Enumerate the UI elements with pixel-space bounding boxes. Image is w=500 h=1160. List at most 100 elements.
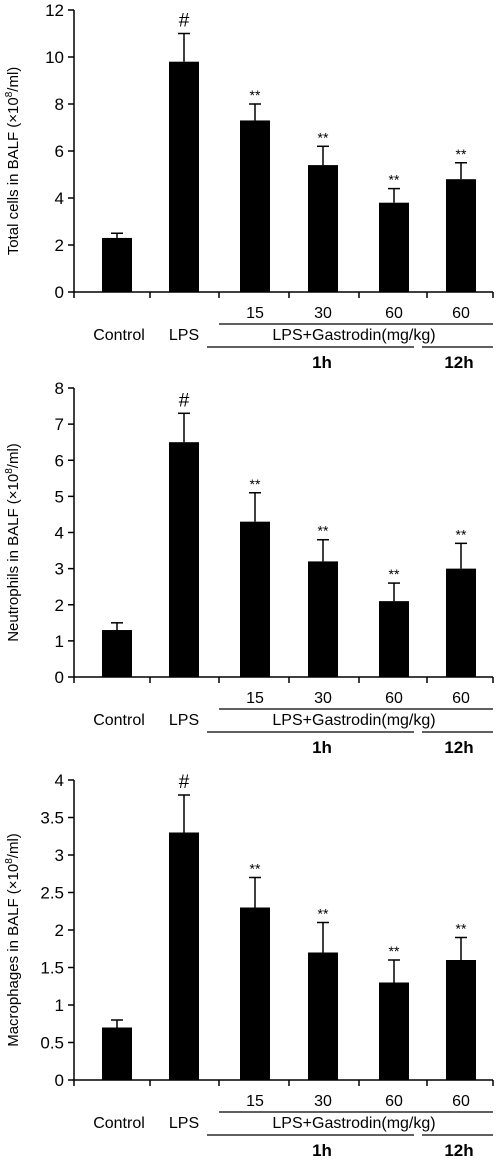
y-tick-label: 0: [55, 668, 64, 687]
bar-3: [240, 521, 270, 677]
y-axis-title-sup: 8: [4, 91, 15, 97]
x-category-label-4: 30: [314, 305, 332, 322]
y-tick-label: 8: [55, 379, 64, 398]
y-axis-title-tail: /ml): [5, 833, 22, 858]
x-category-label-3: 15: [246, 690, 264, 707]
time-label-12h: 12h: [444, 738, 473, 757]
y-tick-label: 2.5: [40, 884, 64, 903]
x-category-label-3: 15: [246, 1093, 264, 1110]
y-axis-title-tail: /ml): [5, 443, 22, 468]
y-axis-title: Macrophages in BALF (×108/ml): [4, 833, 22, 1047]
y-tick-label: 3: [55, 560, 64, 579]
bar-4: [308, 165, 338, 292]
significance-stars: **: [389, 566, 400, 582]
time-label-1h: 1h: [312, 738, 332, 757]
group-label: LPS+Gastrodin(mg/kg): [272, 327, 435, 344]
bar-1: [102, 1027, 132, 1080]
x-category-label-3: 15: [246, 305, 264, 322]
significance-stars: **: [456, 921, 467, 937]
y-axis-title-main: Total cells in BALF (×10: [5, 97, 22, 255]
x-category-label-5: 60: [385, 305, 403, 322]
x-category-label-1: Control: [93, 1115, 145, 1132]
bar-2: [169, 832, 199, 1080]
y-tick-label: 0: [55, 283, 64, 302]
bar-4: [308, 561, 338, 677]
x-category-label-6: 60: [452, 690, 470, 707]
y-tick-label: 4: [55, 771, 64, 790]
y-tick-label: 10: [45, 48, 64, 67]
y-tick-label: 12: [45, 1, 64, 20]
significance-stars: **: [250, 476, 261, 492]
y-tick-label: 4: [55, 189, 64, 208]
significance-stars: **: [456, 146, 467, 162]
y-tick-label: 8: [55, 95, 64, 114]
x-category-label-6: 60: [452, 305, 470, 322]
bar-1: [102, 630, 132, 677]
y-tick-label: 1: [55, 632, 64, 651]
y-tick-label: 2: [55, 236, 64, 255]
y-tick-label: 3: [55, 846, 64, 865]
significance-stars: **: [250, 861, 261, 877]
y-axis-title-sup: 8: [4, 468, 15, 474]
bar-1: [102, 237, 132, 292]
y-tick-label: 5: [55, 487, 64, 506]
bar-6: [446, 960, 476, 1080]
significance-hash: #: [179, 390, 190, 411]
bar-4: [308, 952, 338, 1080]
bar-3: [240, 120, 270, 292]
bar-6: [446, 568, 476, 677]
significance-stars: **: [456, 526, 467, 542]
y-axis-title-sup: 8: [4, 858, 15, 864]
time-label-12h: 12h: [444, 1141, 473, 1160]
y-tick-label: 6: [55, 142, 64, 161]
bar-5: [379, 601, 409, 677]
bar-2: [169, 61, 199, 293]
y-tick-label: 0.5: [40, 1034, 64, 1053]
y-tick-label: 2: [55, 921, 64, 940]
group-label: LPS+Gastrodin(mg/kg): [272, 1115, 435, 1132]
x-category-label-5: 60: [385, 690, 403, 707]
significance-hash: #: [179, 772, 190, 793]
y-axis-title: Neutrophils in BALF (×108/ml): [4, 443, 22, 642]
significance-stars: **: [318, 523, 329, 539]
y-tick-label: 2: [55, 596, 64, 615]
time-label-12h: 12h: [444, 353, 473, 372]
time-label-1h: 1h: [312, 353, 332, 372]
x-category-label-2: LPS: [169, 1115, 199, 1132]
y-tick-label: 7: [55, 415, 64, 434]
y-axis-title-tail: /ml): [5, 67, 22, 92]
x-category-label-1: Control: [93, 327, 145, 344]
significance-stars: **: [318, 129, 329, 145]
y-tick-label: 4: [55, 524, 64, 543]
x-category-label-6: 60: [452, 1093, 470, 1110]
y-axis-title: Total cells in BALF (×108/ml): [4, 67, 22, 256]
y-axis-title-main: Macrophages in BALF (×10: [5, 864, 22, 1047]
x-category-label-1: Control: [93, 712, 145, 729]
bar-5: [379, 982, 409, 1080]
y-axis-title-main: Neutrophils in BALF (×10: [5, 474, 22, 642]
x-category-label-5: 60: [385, 1093, 403, 1110]
chart-panel-3: 0 0.5 1 1.5 2 2.5 3 3.5 4 Macrophages in BALF (×1…: [4, 771, 494, 1160]
y-tick-label: 1.5: [40, 959, 64, 978]
significance-stars: **: [389, 172, 400, 188]
y-tick-label: 0: [55, 1071, 64, 1090]
y-tick-label: 3.5: [40, 809, 64, 828]
significance-stars: **: [389, 943, 400, 959]
bar-6: [446, 179, 476, 292]
x-category-label-4: 30: [314, 1093, 332, 1110]
bar-3: [240, 907, 270, 1080]
significance-hash: #: [179, 11, 190, 32]
y-tick-label: 6: [55, 451, 64, 470]
y-tick-label: 1: [55, 996, 64, 1015]
bar-2: [169, 442, 199, 677]
x-category-label-4: 30: [314, 690, 332, 707]
significance-stars: **: [318, 906, 329, 922]
x-category-label-2: LPS: [169, 712, 199, 729]
time-label-1h: 1h: [312, 1141, 332, 1160]
bar-5: [379, 202, 409, 292]
group-label: LPS+Gastrodin(mg/kg): [272, 712, 435, 729]
significance-stars: **: [250, 87, 261, 103]
